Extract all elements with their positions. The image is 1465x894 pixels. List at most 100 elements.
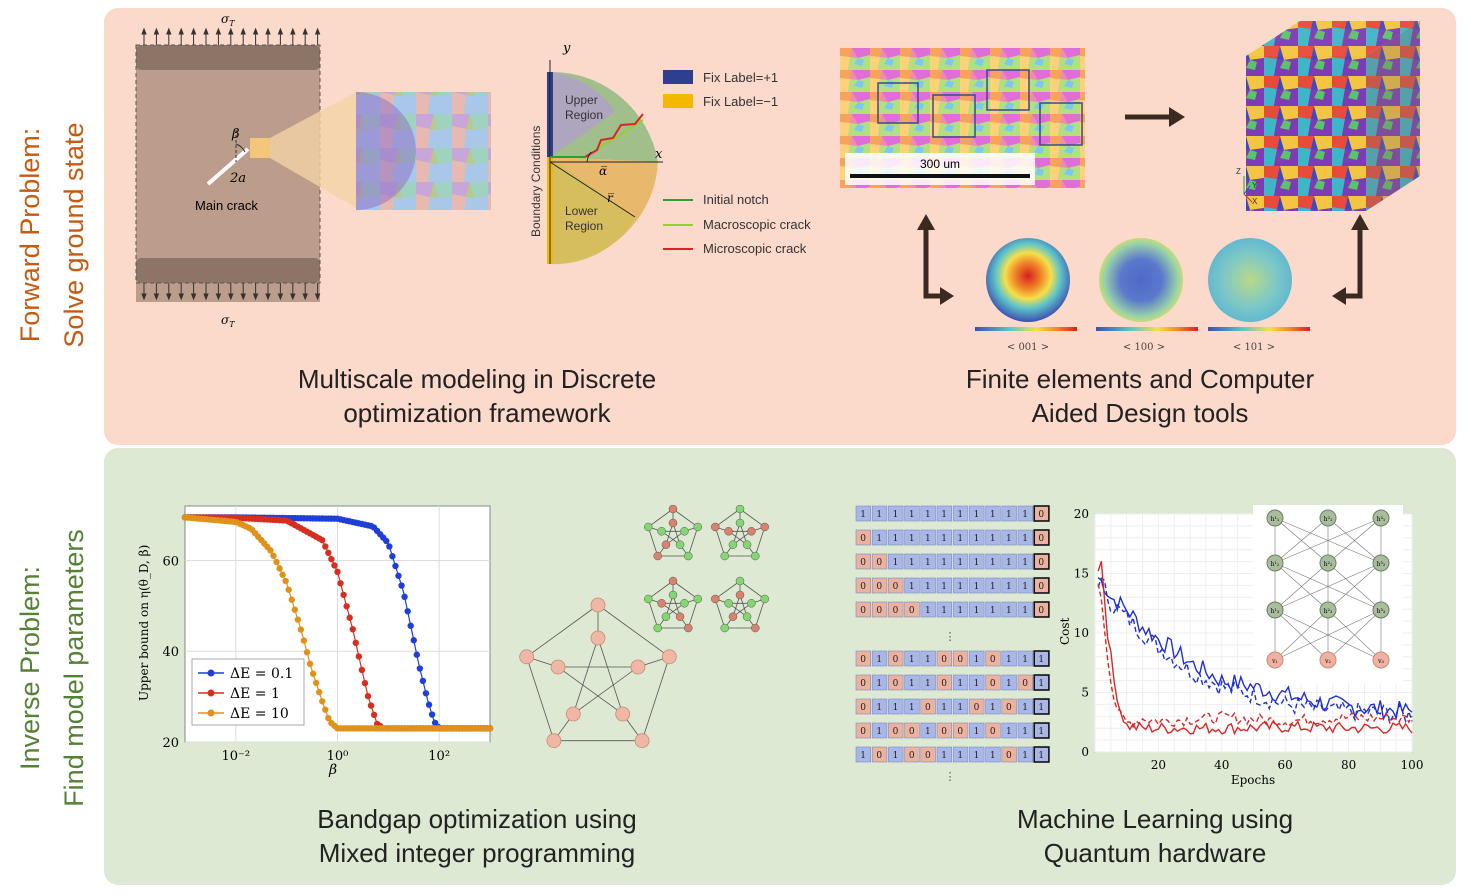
- qubo-cell: [969, 553, 985, 570]
- qubo-ellipsis: ⋮: [945, 771, 956, 783]
- graph-node: [724, 599, 733, 608]
- nn-visible-node: [1266, 651, 1284, 669]
- qubo-cell-value: 1: [893, 510, 899, 520]
- qubo-cell: [952, 746, 969, 763]
- qubo-cell-value: 0: [860, 606, 866, 616]
- qubo-cell: [952, 577, 969, 594]
- qubo-cell-value: 1: [1038, 655, 1044, 665]
- qubo-cell: [985, 674, 1001, 691]
- caption-multiscale-line1: Multiscale modeling in Discrete: [297, 364, 657, 394]
- qubo-cell-value: 1: [1038, 727, 1044, 737]
- graph-node: [751, 551, 760, 561]
- cost-ytick-label: 5: [1081, 686, 1089, 700]
- qubo-cell-value: 1: [974, 606, 980, 616]
- qubo-cell: [936, 674, 952, 691]
- graph-node: [742, 612, 752, 621]
- y-axis-label: y: [562, 41, 571, 56]
- qubo-cell-value: 1: [974, 727, 980, 737]
- caption-bandgap: Bandgap optimization using Mixed integer…: [217, 802, 737, 870]
- graph-node: [724, 527, 733, 536]
- bandgap-legend-label: ΔE = 1: [230, 686, 280, 702]
- bandgap-data-point: [343, 603, 350, 610]
- bandgap-data-point: [267, 547, 274, 554]
- qubo-cell: [888, 529, 904, 546]
- bandgap-data-point: [309, 670, 317, 677]
- qubo-cell: [952, 601, 969, 618]
- qubo-cell-value: 0: [860, 679, 866, 689]
- graph-node: [720, 623, 729, 633]
- graph-node: [684, 623, 693, 633]
- qubo-cell-value: 1: [909, 703, 915, 713]
- qubo-cell: [904, 722, 920, 739]
- qubo-cell: [936, 698, 952, 715]
- qubo-cell-value: 1: [957, 703, 963, 713]
- qubo-cell-value: 1: [941, 534, 947, 544]
- qubo-cell: [952, 529, 969, 546]
- qubo-cell-value: 1: [925, 582, 931, 592]
- grain-cube-figure: Z Y X: [1236, 21, 1420, 211]
- bandgap-data-point: [340, 591, 347, 598]
- bandgap-data-point: [407, 622, 414, 629]
- graph-node: [760, 594, 769, 604]
- pole-label-100: < 100 >: [1123, 342, 1165, 353]
- bandgap-xtick-label: 10⁰: [327, 749, 349, 764]
- bandgap-data-point: [279, 571, 286, 578]
- bandgap-data-point: [346, 614, 353, 621]
- neural-network-diagram: h¹₁ h²₁ h³₁ h¹₂ h²₂ h³₂ h¹₃ h²₃ h³₃ v₁ v₂ v₃: [1253, 505, 1403, 683]
- graph-node: [668, 518, 678, 528]
- graph-node: [735, 518, 745, 528]
- qubo-cell: [888, 505, 904, 522]
- graph-node: [550, 659, 566, 675]
- qubo-cell-value: 1: [1038, 751, 1044, 761]
- qubo-cell-value: 0: [957, 727, 963, 737]
- qubo-cell-value: 1: [974, 558, 980, 568]
- bandgap-data-point: [370, 711, 378, 719]
- qubo-cell-value: 0: [1038, 510, 1044, 520]
- qubo-cell-value: 0: [1006, 703, 1012, 713]
- qubo-cell: [920, 553, 936, 570]
- caption-finite: Finite elements and Computer Aided Desig…: [880, 362, 1400, 430]
- qubo-cell: [1001, 674, 1017, 691]
- qubo-cell-value: 0: [1038, 582, 1044, 592]
- qubo-cell-value: 0: [941, 655, 947, 665]
- bandgap-data-point: [306, 660, 314, 668]
- qubo-cell-value: 1: [957, 751, 963, 761]
- pole-label-001: < 001 >: [1007, 342, 1049, 353]
- two-a-label: 2a: [229, 171, 246, 186]
- qubo-cell-value: 1: [990, 558, 996, 568]
- bandgap-data-point: [398, 582, 405, 589]
- graph-node: [735, 576, 745, 586]
- graph-node: [653, 623, 662, 633]
- qubo-cell: [904, 698, 920, 715]
- qubo-cell-value: 1: [1006, 534, 1012, 544]
- qubo-cell: [1033, 505, 1050, 522]
- legend-swatch-minus: [663, 94, 693, 108]
- graph-drawings: [519, 505, 769, 749]
- bandgap-data-point: [410, 637, 417, 644]
- qubo-cell-value: 1: [925, 558, 931, 568]
- qubo-cell: [871, 650, 888, 667]
- caption-multiscale-line2: optimization framework: [343, 398, 611, 428]
- qubo-cell-value: 0: [990, 655, 996, 665]
- qubo-cell: [1001, 529, 1017, 546]
- cost-series-line: [1097, 561, 1413, 736]
- bandgap-data-point: [300, 637, 308, 644]
- caption-bandgap-line1: Bandgap optimization using: [317, 804, 637, 834]
- qubo-cell: [1017, 698, 1033, 715]
- bandgap-data-point: [331, 562, 338, 569]
- qubo-cell-value: 1: [1006, 679, 1012, 689]
- qubo-cell: [920, 601, 936, 618]
- caption-ml-line1: Machine Learning using: [1016, 804, 1294, 834]
- graph-node: [680, 599, 689, 608]
- qubo-cell-value: 1: [925, 534, 931, 544]
- qubo-cell: [936, 529, 952, 546]
- qubo-cell: [888, 698, 904, 715]
- x-axis-label: x: [655, 147, 663, 162]
- bandgap-data-point: [325, 549, 332, 557]
- graph-node: [661, 612, 671, 621]
- qubo-cell-value: 1: [1006, 606, 1012, 616]
- qubo-cell-value: 0: [876, 582, 882, 592]
- caption-multiscale: Multiscale modeling in Discrete optimiza…: [217, 362, 737, 430]
- qubo-cell-value: 1: [1006, 558, 1012, 568]
- qubo-cell: [871, 577, 888, 594]
